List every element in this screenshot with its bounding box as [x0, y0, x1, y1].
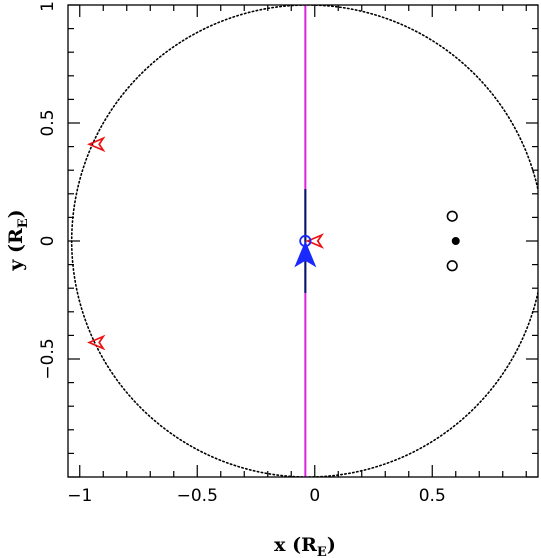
image-marker-3 [305, 233, 325, 249]
x-tick-label-3: 0 [309, 486, 320, 506]
y-axis-title: y (RE) [5, 209, 31, 271]
y-tick-label-group-4: 1 [38, 1, 58, 12]
y-tick-label-3: 0.5 [38, 109, 58, 136]
lens-point-3 [446, 260, 458, 272]
x-tick-label-2: −0.5 [177, 486, 218, 506]
x-axis-title: x (RE) [274, 534, 336, 558]
lens-point-2 [451, 237, 460, 246]
y-tick-label-4: 1 [38, 1, 58, 12]
lens-point-1 [446, 210, 458, 222]
plot-content [70, 5, 538, 477]
y-tick-label-group-2: 0 [38, 236, 58, 247]
y-tick-label-1: −0.5 [38, 338, 58, 379]
image-marker-1 [87, 136, 106, 153]
x-tick-label-1: −1 [67, 486, 92, 506]
y-tick-label-2: 0 [38, 236, 58, 247]
x-tick-label-4: 0.5 [419, 486, 446, 506]
tick-labels: −1 −0.5 0 0.5 −0.5 0 0.5 1 [38, 1, 446, 506]
direction-arrow [294, 240, 317, 268]
y-tick-label-group-1: −0.5 [38, 338, 58, 379]
y-tick-label-group-3: 0.5 [38, 109, 58, 136]
image-marker-2 [87, 334, 106, 351]
tick-marks [68, 4, 538, 478]
